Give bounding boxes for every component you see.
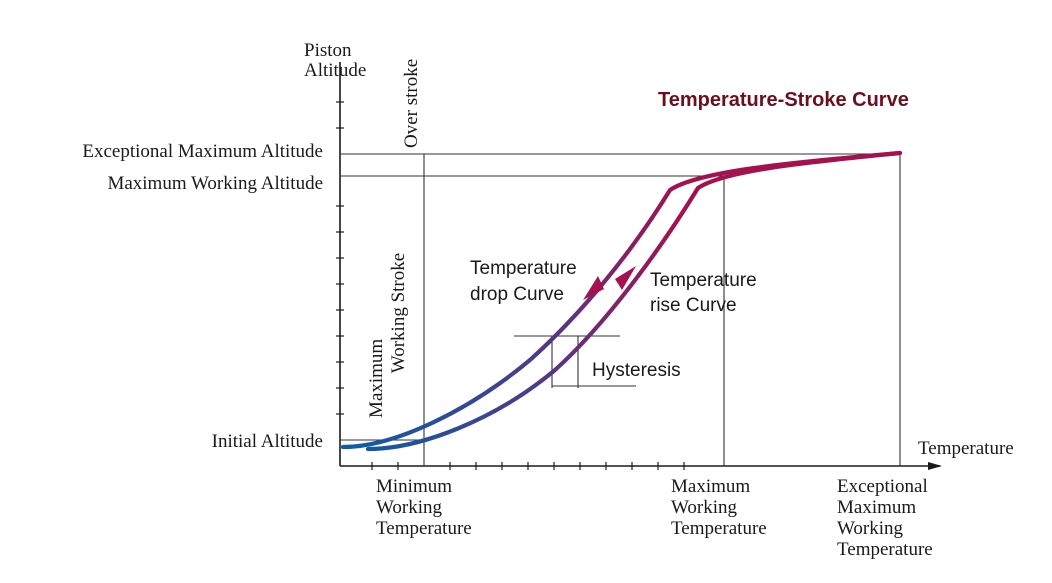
guide-lines xyxy=(340,153,901,466)
max-working-temperature-label: Maximum Working Temperature xyxy=(671,476,767,539)
x-axis-label: Temperature xyxy=(918,438,1014,459)
min-working-temperature-label: Minimum Working Temperature xyxy=(376,476,472,539)
max-working-altitude-label: Maximum Working Altitude xyxy=(107,173,323,194)
rise-arrow-icon xyxy=(615,266,636,290)
max-working-stroke-label: Maximum Working Stroke xyxy=(366,253,409,418)
exceptional-max-working-temperature-label: Exceptional Maximum Working Temperature xyxy=(837,476,933,560)
x-axis-ticks xyxy=(371,462,685,470)
initial-altitude-label: Initial Altitude xyxy=(212,431,323,452)
y-axis-ticks xyxy=(336,101,344,415)
temperature-rise-curve xyxy=(365,150,903,452)
temperature-drop-curve xyxy=(340,150,903,450)
drop-arrow-icon xyxy=(583,276,604,300)
y-axis-label: Piston Altitude xyxy=(304,40,366,81)
chart-title: Temperature-Stroke Curve xyxy=(658,89,909,111)
temperature-drop-curve-label: Temperature drop Curve xyxy=(470,258,582,305)
exceptional-max-altitude-label: Exceptional Maximum Altitude xyxy=(82,141,323,162)
over-stroke-label: Over stroke xyxy=(401,59,422,148)
hysteresis-label: Hysteresis xyxy=(592,360,681,381)
temperature-rise-curve-label: Temperature rise Curve xyxy=(650,270,762,316)
